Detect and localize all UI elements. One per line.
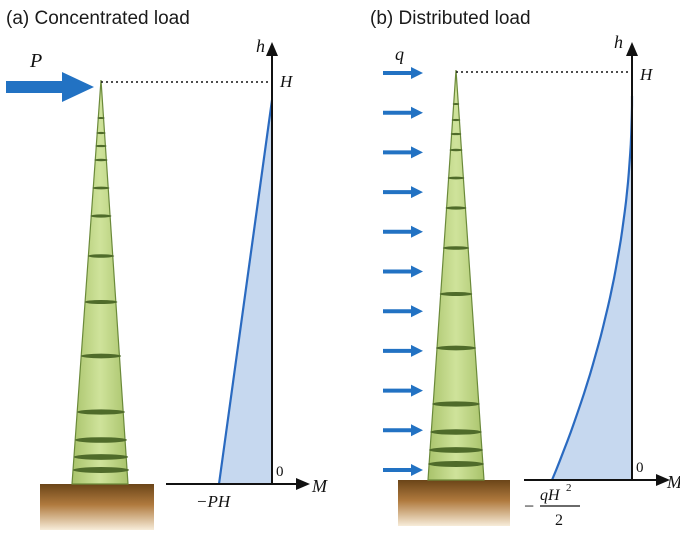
load-label-p: P <box>29 50 42 72</box>
moment-diagram-line-a <box>217 99 274 485</box>
tree-ring-3 <box>95 144 107 148</box>
load-label-q: q <box>395 44 404 64</box>
axis-label-h-b: h <box>614 32 623 52</box>
tree-ring-5 <box>447 176 465 180</box>
moment-diagram-area-b <box>552 96 632 480</box>
tree-ring-2 <box>96 131 106 135</box>
horizontal-axis-arrowhead-a <box>296 478 310 490</box>
ground-block-a <box>40 484 154 530</box>
tree-ring-2 <box>451 118 461 122</box>
tree-ring-8 <box>84 299 118 305</box>
tree-ring-12 <box>429 447 483 453</box>
tree-ring-10 <box>76 409 126 415</box>
distributed-load-arrow <box>383 67 423 79</box>
moment-label-b-numerator: qH <box>540 487 561 504</box>
tree-ring-7 <box>87 254 115 258</box>
tree-ring-1 <box>97 116 105 120</box>
panel-a: (a) Concentrated load P h M H 0 −PH <box>6 8 328 530</box>
tree-trunk-b <box>427 69 485 481</box>
tree-ring-13 <box>428 461 484 467</box>
tree-ring-10 <box>432 401 480 407</box>
tree-rings-a <box>72 116 130 473</box>
vertical-axis-arrowhead-a <box>266 42 278 56</box>
moment-label-b-exponent: 2 <box>566 482 572 494</box>
tree-ring-12 <box>73 454 129 460</box>
tree-ring-3 <box>450 132 462 136</box>
panel-a-title: (a) Concentrated load <box>6 8 190 29</box>
ground-block-b <box>398 480 510 526</box>
tree-ring-4 <box>449 148 463 152</box>
tree-ring-11 <box>430 429 482 435</box>
distributed-load-arrow <box>383 265 423 278</box>
moment-label-b: − qH 2 2 <box>524 482 580 529</box>
distributed-load-arrow <box>383 424 423 437</box>
axis-label-h-a: h <box>256 36 265 56</box>
tree-ring-4 <box>94 158 108 162</box>
tree-trunk-a <box>71 79 129 485</box>
tree-ring-7 <box>442 246 470 250</box>
top-label-h-b: H <box>639 65 654 84</box>
distributed-load-arrow <box>383 464 423 476</box>
origin-label-a: 0 <box>276 464 284 480</box>
distributed-load-arrows <box>383 67 423 476</box>
distributed-load-arrow <box>383 344 423 357</box>
vertical-axis-arrowhead-b <box>626 42 638 56</box>
panel-b: (b) Distributed load q h M H 0 − qH 2 2 <box>370 8 680 529</box>
distributed-load-arrow <box>383 186 423 199</box>
top-label-h-a: H <box>279 72 294 91</box>
distributed-load-arrow <box>383 146 423 159</box>
horizontal-axis-arrowhead-b <box>656 474 670 486</box>
moment-label-a: −PH <box>196 492 232 511</box>
distributed-load-arrow <box>383 384 423 397</box>
concentrated-load-arrow <box>6 72 94 102</box>
tree-ring-5 <box>92 186 110 190</box>
tree-ring-6 <box>90 214 112 218</box>
origin-label-b: 0 <box>636 460 644 476</box>
axis-label-m-b: M <box>666 472 680 492</box>
tree-ring-8 <box>439 291 473 297</box>
tree-ring-9 <box>80 353 122 359</box>
moment-label-b-denominator: 2 <box>555 512 563 529</box>
tree-ring-11 <box>75 437 127 443</box>
tree-ring-9 <box>436 345 476 351</box>
distributed-load-arrow <box>383 225 423 238</box>
moment-diagram-line-b <box>550 96 634 481</box>
tree-ring-6 <box>445 206 467 210</box>
tree-ring-1 <box>452 102 460 106</box>
moment-label-b-minus: − <box>524 496 534 516</box>
tree-rings-b <box>428 102 484 467</box>
distributed-load-arrow <box>383 106 423 119</box>
axis-label-m-a: M <box>311 476 328 496</box>
distributed-load-arrow <box>383 305 423 318</box>
panel-b-title: (b) Distributed load <box>370 8 531 29</box>
tree-ring-13 <box>72 467 130 473</box>
